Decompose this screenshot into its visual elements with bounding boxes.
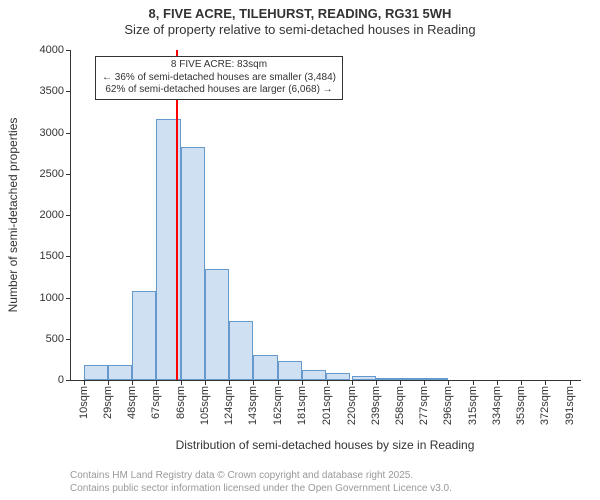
annotation-line-3: 62% of semi-detached houses are larger (… bbox=[102, 84, 336, 97]
histogram-bar bbox=[326, 373, 350, 380]
histogram-bar bbox=[229, 321, 253, 380]
histogram-bar bbox=[132, 291, 156, 380]
x-tick-label: 67sqm bbox=[150, 386, 162, 419]
x-tick-label: 201sqm bbox=[321, 386, 333, 425]
title-line-2: Size of property relative to semi-detach… bbox=[0, 22, 600, 38]
histogram-bar bbox=[352, 376, 376, 380]
histogram-bar bbox=[253, 355, 277, 380]
title-line-1: 8, FIVE ACRE, TILEHURST, READING, RG31 5… bbox=[0, 6, 600, 22]
histogram-bar bbox=[376, 378, 400, 380]
x-tick-label: 296sqm bbox=[442, 386, 454, 425]
x-tick-label: 162sqm bbox=[272, 386, 284, 425]
title-block: 8, FIVE ACRE, TILEHURST, READING, RG31 5… bbox=[0, 0, 600, 39]
y-tick-label: 3000 bbox=[40, 127, 71, 139]
histogram-bar bbox=[205, 269, 229, 380]
x-tick-label: 277sqm bbox=[418, 386, 430, 425]
y-tick-label: 500 bbox=[46, 333, 71, 345]
x-tick-label: 143sqm bbox=[247, 386, 259, 425]
x-tick-label: 48sqm bbox=[126, 386, 138, 419]
y-tick-label: 3500 bbox=[40, 85, 71, 97]
x-tick-label: 105sqm bbox=[199, 386, 211, 425]
histogram-bar bbox=[84, 365, 108, 380]
y-tick-label: 2500 bbox=[40, 168, 71, 180]
histogram-bar bbox=[400, 378, 424, 380]
histogram-bar bbox=[424, 378, 448, 380]
chart-container: 8, FIVE ACRE, TILEHURST, READING, RG31 5… bbox=[0, 0, 600, 500]
x-tick-label: 86sqm bbox=[175, 386, 187, 419]
x-tick-label: 334sqm bbox=[491, 386, 503, 425]
x-tick-label: 353sqm bbox=[515, 386, 527, 425]
x-tick-label: 10sqm bbox=[78, 386, 90, 419]
x-tick-label: 124sqm bbox=[223, 386, 235, 425]
x-tick-label: 29sqm bbox=[102, 386, 114, 419]
x-tick-label: 239sqm bbox=[370, 386, 382, 425]
y-tick-label: 1000 bbox=[40, 292, 71, 304]
annotation-line-1: 8 FIVE ACRE: 83sqm bbox=[102, 59, 336, 72]
histogram-bar bbox=[278, 361, 302, 380]
x-tick-label: 181sqm bbox=[296, 386, 308, 425]
histogram-bar bbox=[108, 365, 132, 380]
footer-attribution: Contains HM Land Registry data © Crown c… bbox=[70, 470, 452, 495]
marker-line bbox=[176, 50, 178, 380]
histogram-bar bbox=[181, 147, 205, 380]
footer-line-1: Contains HM Land Registry data © Crown c… bbox=[70, 470, 452, 483]
y-tick-label: 1500 bbox=[40, 250, 71, 262]
annotation-box: 8 FIVE ACRE: 83sqm← 36% of semi-detached… bbox=[95, 56, 343, 100]
y-axis-label: Number of semi-detached properties bbox=[6, 118, 20, 313]
y-tick-label: 4000 bbox=[40, 44, 71, 56]
x-axis-label: Distribution of semi-detached houses by … bbox=[70, 438, 580, 452]
y-tick-label: 2000 bbox=[40, 209, 71, 221]
x-tick-label: 391sqm bbox=[564, 386, 576, 425]
x-tick-label: 220sqm bbox=[346, 386, 358, 425]
histogram-bar bbox=[302, 370, 326, 380]
y-tick-label: 0 bbox=[58, 374, 71, 386]
x-tick-label: 372sqm bbox=[539, 386, 551, 425]
footer-line-2: Contains public sector information licen… bbox=[70, 483, 452, 496]
x-tick-label: 258sqm bbox=[394, 386, 406, 425]
annotation-line-2: ← 36% of semi-detached houses are smalle… bbox=[102, 72, 336, 85]
plot-area: 0500100015002000250030003500400010sqm29s… bbox=[70, 50, 581, 381]
x-tick-label: 315sqm bbox=[467, 386, 479, 425]
